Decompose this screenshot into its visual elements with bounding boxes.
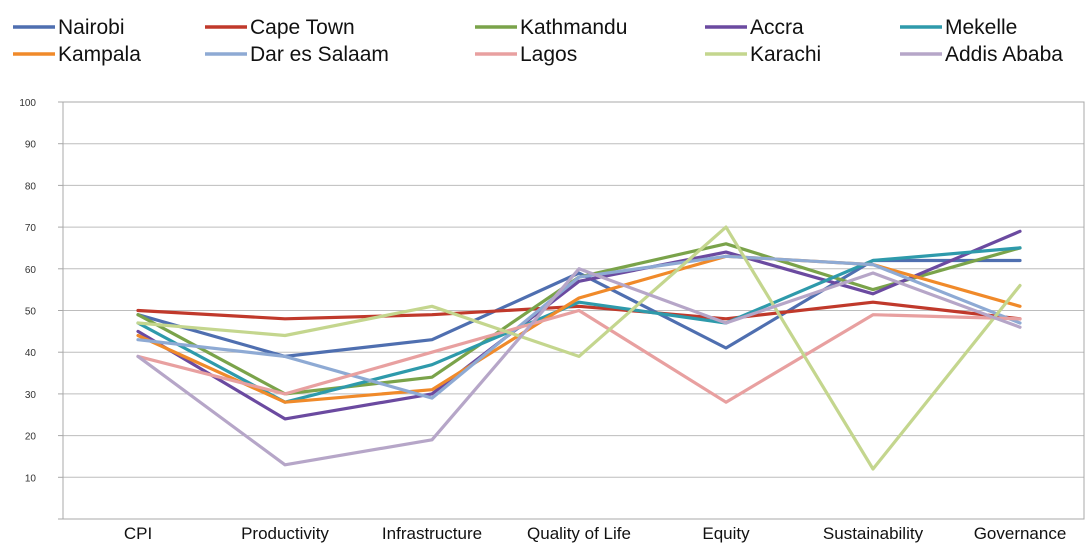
x-axis: CPI Productivity Infrastructure Quality of … <box>124 524 1066 543</box>
legend-item-kampala: Kampala <box>13 43 141 66</box>
x-tick-label-sustainability: Sustainability <box>823 524 924 543</box>
x-tick-label-productivity: Productivity <box>241 524 329 543</box>
legend-label: Nairobi <box>58 16 125 39</box>
y-tick-label: 50 <box>25 307 37 318</box>
y-axis: 10 20 30 40 50 60 70 80 90 100 <box>19 98 63 520</box>
legend-item-addis-ababa: Addis Ababa <box>900 43 1063 66</box>
gridlines <box>63 101 1084 478</box>
y-tick-label: 40 <box>25 348 37 359</box>
y-tick-label: 60 <box>25 265 37 276</box>
y-tick-label: 20 <box>25 432 37 443</box>
x-tick-label-infrastructure: Infrastructure <box>382 524 482 543</box>
y-tick-label: 80 <box>25 181 37 192</box>
series-line-accra <box>136 229 1022 421</box>
legend-item-mekelle: Mekelle <box>900 16 1017 39</box>
x-tick-label-cpi: CPI <box>124 524 152 543</box>
legend-item-nairobi: Nairobi <box>13 16 125 39</box>
legend: Nairobi Cape Town Kathmandu Accra Mekelle Kam… <box>13 16 1063 66</box>
legend-label: Cape Town <box>250 16 355 39</box>
series-line-nairobi <box>136 258 1022 358</box>
x-tick-label-equity: Equity <box>702 524 750 543</box>
series-line-addis-ababa <box>136 267 1022 467</box>
legend-item-lagos: Lagos <box>475 43 577 66</box>
legend-item-kathmandu: Kathmandu <box>475 16 627 39</box>
legend-label: Kampala <box>58 43 141 66</box>
legend-item-karachi: Karachi <box>705 43 821 66</box>
legend-item-cape-town: Cape Town <box>205 16 355 39</box>
x-tick-label-quality-of-life: Quality of Life <box>527 524 631 543</box>
series-line-karachi <box>136 225 1022 471</box>
legend-label: Accra <box>750 16 804 39</box>
x-tick-label-governance: Governance <box>974 524 1067 543</box>
legend-label: Karachi <box>750 43 821 66</box>
series-line-lagos <box>136 308 1022 404</box>
y-tick-label: 100 <box>19 98 36 109</box>
y-tick-label: 30 <box>25 390 37 401</box>
y-tick-label: 70 <box>25 223 37 234</box>
y-tick-label: 90 <box>25 140 37 151</box>
series-line-dar-es-salaam <box>136 254 1022 400</box>
y-tick-label: 10 <box>25 473 37 484</box>
legend-label: Addis Ababa <box>945 43 1063 66</box>
legend-item-dar-es-salaam: Dar es Salaam <box>205 43 389 66</box>
series-line-cape-town <box>136 300 1022 321</box>
series-lines <box>136 225 1022 471</box>
legend-label: Mekelle <box>945 16 1017 39</box>
legend-label: Kathmandu <box>520 16 627 39</box>
legend-item-accra: Accra <box>705 16 804 39</box>
legend-label: Dar es Salaam <box>250 43 389 66</box>
legend-label: Lagos <box>520 43 577 66</box>
